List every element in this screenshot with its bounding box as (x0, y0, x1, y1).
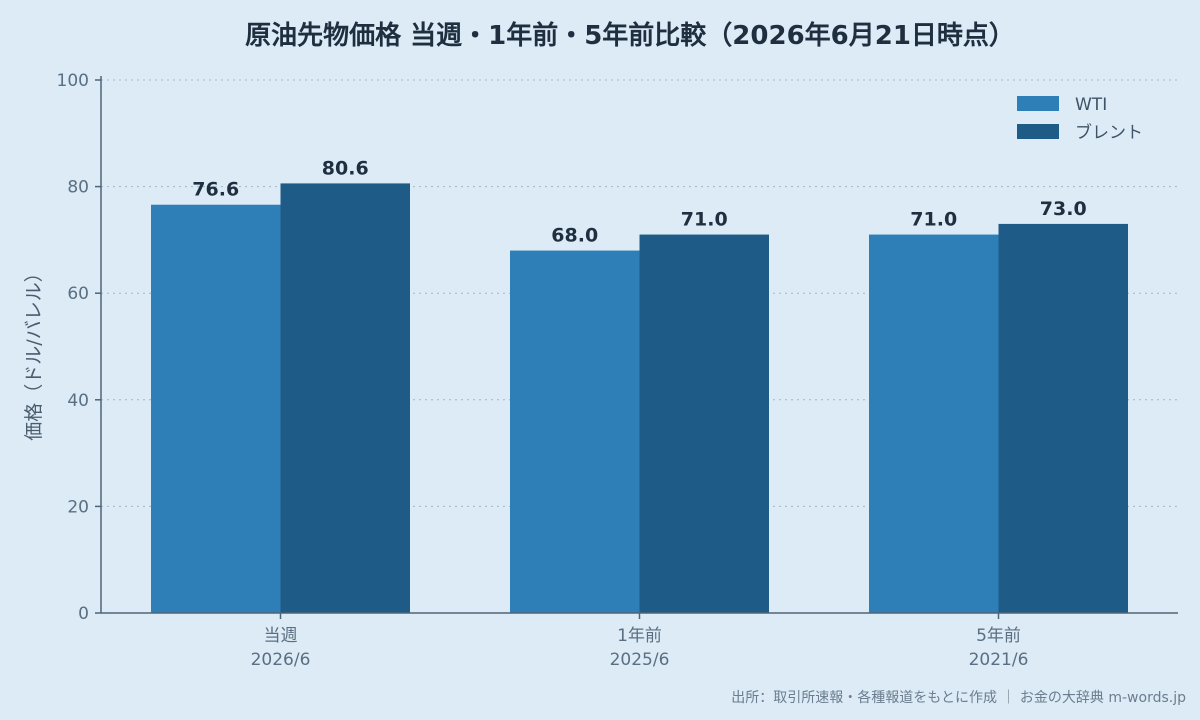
data-label: 76.6 (192, 179, 239, 201)
x-tick-sublabel: 2025/6 (610, 650, 670, 670)
data-label: 73.0 (1040, 198, 1087, 220)
data-label: 71.0 (681, 209, 728, 231)
y-tick-label: 0 (78, 604, 89, 624)
axes (100, 76, 1178, 619)
x-tick-label: 当週 (264, 626, 298, 646)
legend-label: ブレント (1075, 122, 1143, 143)
x-axis-categories: 当週 2026/6 1年前 2025/6 5年前 2021/6 (251, 626, 1029, 670)
y-axis-ticks: 0 20 40 60 80 100 (57, 71, 101, 624)
bar (510, 250, 640, 613)
y-tick-label: 60 (67, 284, 89, 304)
bar (151, 204, 281, 614)
data-label: 80.6 (322, 157, 369, 179)
bars (151, 183, 1128, 614)
y-tick-label: 80 (67, 178, 89, 198)
bar (280, 183, 410, 614)
data-labels: 76.6 80.6 68.0 71.0 71.0 73.0 (192, 157, 1086, 246)
x-tick-sublabel: 2021/6 (969, 650, 1029, 670)
x-tick-sublabel: 2026/6 (251, 650, 311, 670)
y-axis-title: 価格（ドル/バレル） (23, 263, 45, 440)
source-note: 出所：取引所速報・各種報道をもとに作成 ｜ お金の大辞典 m-words.jp (731, 690, 1186, 706)
bar (998, 223, 1128, 613)
legend-label: WTI (1075, 95, 1107, 115)
legend: WTI ブレント (1017, 95, 1143, 143)
y-tick-label: 40 (67, 391, 89, 411)
chart-title: 原油先物価格 当週・1年前・5年前比較（2026年6月21日時点） (245, 20, 1015, 51)
y-tick-label: 100 (57, 71, 89, 91)
x-tick-label: 5年前 (976, 626, 1021, 646)
legend-swatch (1017, 96, 1059, 111)
x-tick-label: 1年前 (617, 626, 662, 646)
y-tick-label: 20 (67, 497, 89, 517)
bar (869, 234, 999, 613)
legend-swatch (1017, 124, 1059, 139)
bar (639, 234, 769, 613)
data-label: 68.0 (551, 225, 598, 247)
data-label: 71.0 (910, 209, 957, 231)
